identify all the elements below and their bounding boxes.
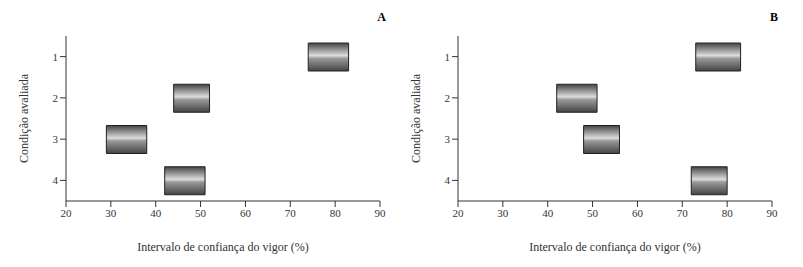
svg-text:80: 80 — [722, 207, 734, 219]
svg-text:4: 4 — [445, 174, 451, 186]
svg-text:30: 30 — [105, 207, 117, 219]
svg-text:Condição avaliada: Condição avaliada — [17, 73, 31, 163]
svg-text:2: 2 — [445, 92, 451, 104]
svg-text:80: 80 — [330, 207, 342, 219]
svg-text:20: 20 — [61, 207, 73, 219]
svg-text:20: 20 — [453, 207, 465, 219]
svg-text:Intervalo de confiança do vigo: Intervalo de confiança do vigor (%) — [137, 240, 309, 254]
svg-text:30: 30 — [497, 207, 509, 219]
svg-text:2: 2 — [53, 92, 59, 104]
svg-text:Intervalo de confiança do vigo: Intervalo de confiança do vigor (%) — [529, 240, 701, 254]
svg-text:40: 40 — [542, 207, 554, 219]
svg-text:3: 3 — [445, 133, 451, 145]
svg-text:70: 70 — [285, 207, 297, 219]
svg-text:60: 60 — [632, 207, 644, 219]
svg-text:3: 3 — [53, 133, 59, 145]
svg-text:Condição avaliada: Condição avaliada — [409, 73, 423, 163]
svg-text:60: 60 — [240, 207, 252, 219]
svg-text:70: 70 — [677, 207, 689, 219]
svg-text:50: 50 — [195, 207, 207, 219]
html-text:B: B — [770, 10, 778, 24]
svg-text:1: 1 — [53, 51, 59, 63]
svg-text:4: 4 — [53, 174, 59, 186]
html-text:A: A — [377, 10, 386, 24]
svg-text:50: 50 — [587, 207, 599, 219]
svg-text:90: 90 — [375, 207, 387, 219]
svg-text:40: 40 — [150, 207, 162, 219]
svg-text:1: 1 — [445, 51, 451, 63]
svg-text:90: 90 — [767, 207, 779, 219]
